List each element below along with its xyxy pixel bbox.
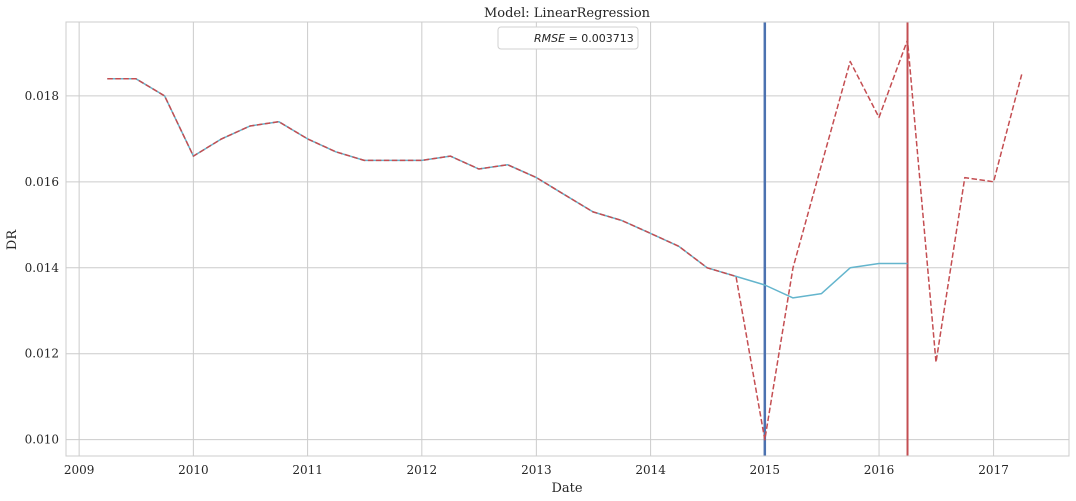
x-tick-label: 2017 <box>978 463 1009 477</box>
y-axis-label: DR <box>5 229 20 250</box>
legend-box <box>497 26 639 50</box>
x-tick-label: 2013 <box>521 463 552 477</box>
legend-label-var: RMSE <box>534 32 565 45</box>
x-tick-label: 2012 <box>407 463 438 477</box>
vertical-markers <box>763 22 909 456</box>
legend-label: RMSE = 0.003713 <box>534 32 634 45</box>
x-tick-label: 2009 <box>64 463 95 477</box>
x-axis-label: Date <box>551 481 582 496</box>
x-tick-label: 2015 <box>750 463 781 477</box>
legend: RMSE = 0.003713 <box>497 26 639 50</box>
solid-series-line <box>107 77 908 299</box>
plot-frame <box>65 21 1070 457</box>
y-tick-label: 0.012 <box>25 347 59 361</box>
dashed-series-line <box>107 39 1023 441</box>
x-tick-label: 2010 <box>178 463 209 477</box>
x-tick-label: 2016 <box>864 463 895 477</box>
x-tick-label: 2014 <box>635 463 666 477</box>
series-lines <box>107 39 1023 441</box>
x-tick-label: 2011 <box>292 463 323 477</box>
y-tick-labels: 0.010 0.012 0.014 0.016 0.018 <box>25 89 60 447</box>
y-tick-label: 0.018 <box>25 89 59 103</box>
chart-title: Model: LinearRegression <box>484 6 651 21</box>
legend-label-value: = 0.003713 <box>565 32 634 45</box>
y-tick-label: 0.016 <box>25 175 59 189</box>
grid <box>66 22 1069 456</box>
y-tick-label: 0.010 <box>25 433 59 447</box>
x-tick-labels: 2009 2010 2011 2012 2013 2014 2015 2016 2017 <box>64 463 1009 477</box>
y-tick-label: 0.014 <box>25 261 60 275</box>
